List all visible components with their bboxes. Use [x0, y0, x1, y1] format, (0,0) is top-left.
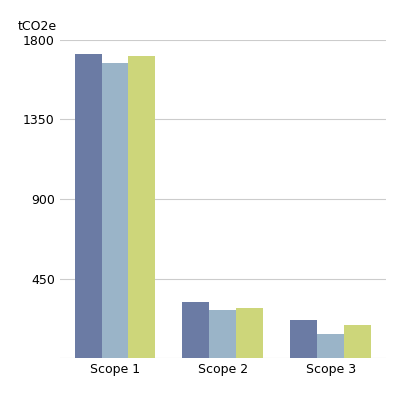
Bar [101, 63, 129, 358]
Bar [129, 56, 156, 358]
Bar [209, 310, 236, 358]
Bar [290, 320, 317, 358]
Bar [182, 302, 209, 358]
Bar [236, 308, 263, 358]
Bar [344, 326, 371, 358]
Text: tCO2e: tCO2e [17, 20, 57, 33]
Bar [317, 334, 344, 358]
Bar [74, 54, 101, 358]
